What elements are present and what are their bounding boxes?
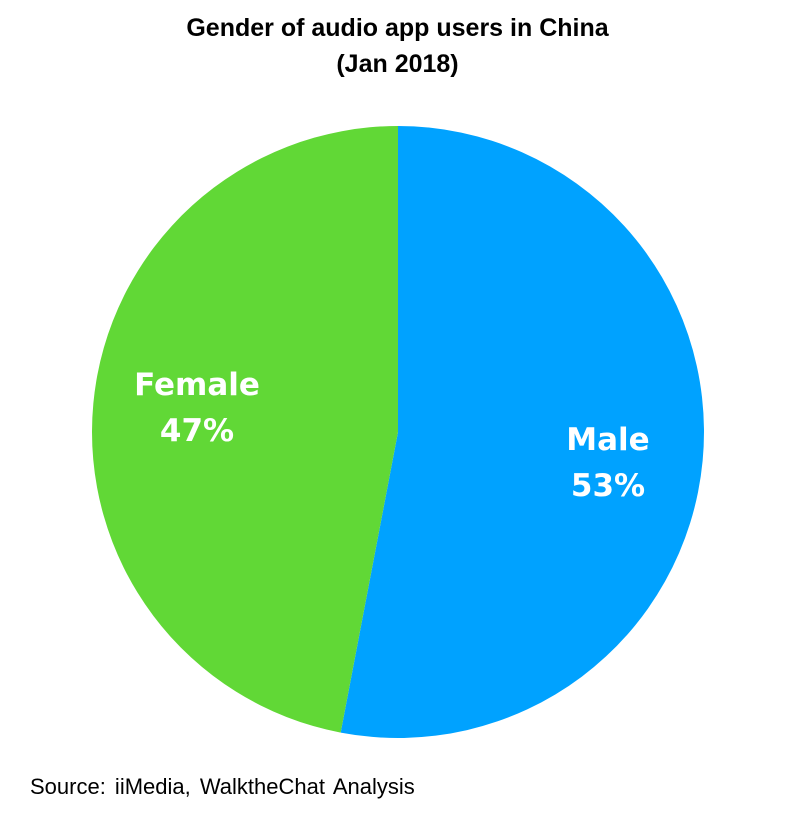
pie-slice-female: [91, 125, 399, 733]
chart-title-line-1: Gender of audio app users in China: [186, 14, 609, 42]
chart-title: Gender of audio app users in China (Jan …: [0, 10, 795, 82]
slice-label-male: Male: [566, 422, 649, 458]
slice-label-female: Female: [134, 367, 260, 403]
source-note: Source: iiMedia, WalktheChat Analysis: [30, 774, 415, 799]
pie-slice-male: [340, 126, 704, 738]
slice-value-female: 47%: [160, 413, 234, 449]
chart-title-line-2: (Jan 2018): [336, 50, 459, 78]
slice-value-male: 53%: [571, 468, 645, 504]
